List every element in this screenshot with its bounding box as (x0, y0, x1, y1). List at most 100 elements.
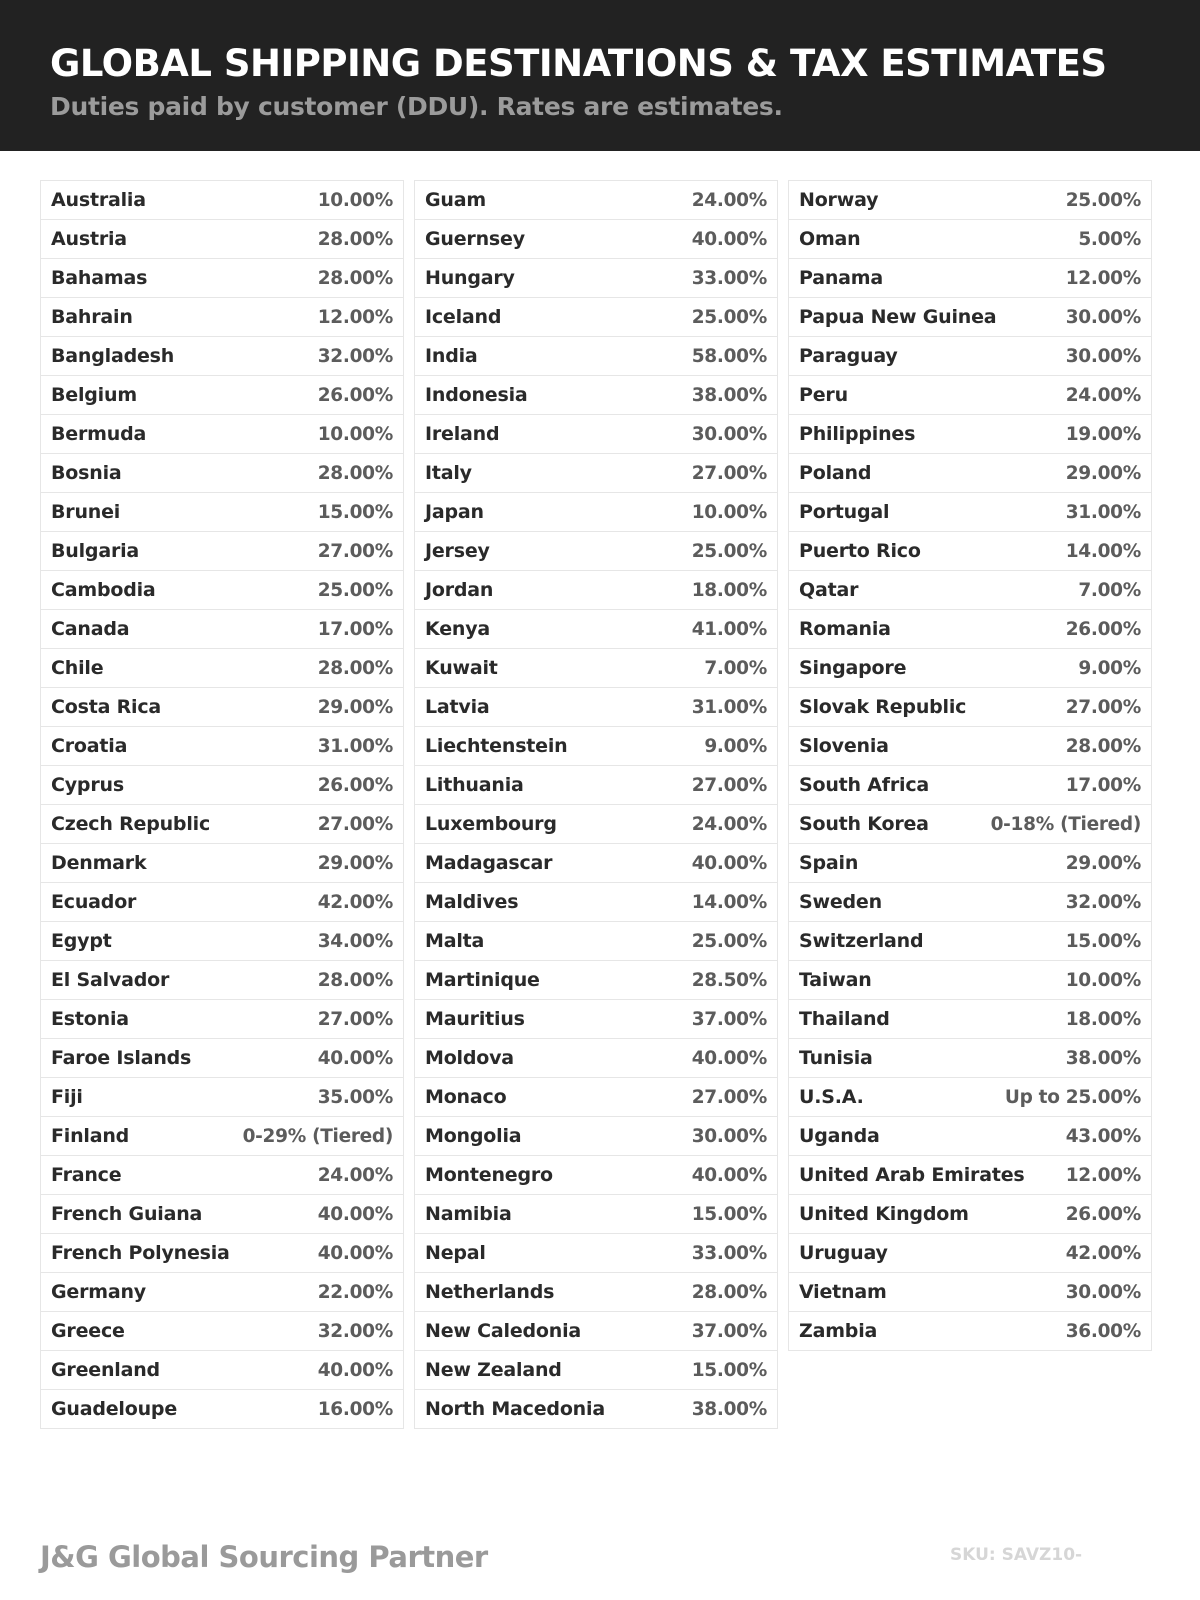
country-name: Vietnam (799, 1281, 887, 1303)
tax-rate: 40.00% (317, 1359, 394, 1381)
table-row: Peru 24.00% (789, 376, 1151, 415)
table-row: Monaco 27.00% (415, 1078, 777, 1117)
table-row: Greece 32.00% (41, 1312, 403, 1351)
table-row: Tunisia 38.00% (789, 1039, 1151, 1078)
country-name: Bangladesh (51, 345, 175, 367)
country-name: Madagascar (425, 852, 553, 874)
country-name: French Guiana (51, 1203, 203, 1225)
tax-rate: 40.00% (691, 1164, 768, 1186)
table-row: Martinique 28.50% (415, 961, 777, 1000)
table-row: Uganda 43.00% (789, 1117, 1151, 1156)
tax-rate: 30.00% (1065, 345, 1142, 367)
country-name: Thailand (799, 1008, 890, 1030)
country-name: Taiwan (799, 969, 872, 991)
tax-rate: 24.00% (317, 1164, 394, 1186)
country-name: Costa Rica (51, 696, 162, 718)
country-name: Uganda (799, 1125, 880, 1147)
table-row: Greenland 40.00% (41, 1351, 403, 1390)
country-name: Belgium (51, 384, 137, 406)
country-name: Sweden (799, 891, 882, 913)
tax-rate: 33.00% (691, 267, 768, 289)
tax-rate: 30.00% (1065, 1281, 1142, 1303)
country-name: Bahamas (51, 267, 148, 289)
tax-rate: 42.00% (317, 891, 394, 913)
tax-rate: 22.00% (317, 1281, 394, 1303)
table-row: Bahrain 12.00% (41, 298, 403, 337)
table-row: South Africa 17.00% (789, 766, 1151, 805)
tax-rate: 37.00% (691, 1008, 768, 1030)
tax-rate: 10.00% (317, 189, 394, 211)
tax-rate: 36.00% (1065, 1320, 1142, 1342)
country-name: Bulgaria (51, 540, 140, 562)
table-row: Namibia 15.00% (415, 1195, 777, 1234)
tax-rate: 28.00% (1065, 735, 1142, 757)
tax-rate: 27.00% (1065, 696, 1142, 718)
country-name: Germany (51, 1281, 146, 1303)
tax-rate: 27.00% (691, 774, 768, 796)
country-name: South Africa (799, 774, 930, 796)
tax-rate: 58.00% (691, 345, 768, 367)
tax-rate: 18.00% (691, 579, 768, 601)
table-row: Uruguay 42.00% (789, 1234, 1151, 1273)
country-name: United Kingdom (799, 1203, 969, 1225)
tax-rate: 27.00% (691, 1086, 768, 1108)
country-name: Namibia (425, 1203, 512, 1225)
country-name: Liechtenstein (425, 735, 568, 757)
country-name: U.S.A. (799, 1086, 864, 1108)
tax-rate: 29.00% (317, 852, 394, 874)
table-row: Estonia 27.00% (41, 1000, 403, 1039)
table-row: Costa Rica 29.00% (41, 688, 403, 727)
country-name: France (51, 1164, 122, 1186)
country-name: Philippines (799, 423, 916, 445)
country-name: Zambia (799, 1320, 878, 1342)
tax-rate: 35.00% (317, 1086, 394, 1108)
tax-rate: 18.00% (1065, 1008, 1142, 1030)
table-row: Papua New Guinea 30.00% (789, 298, 1151, 337)
tax-rate: 32.00% (317, 345, 394, 367)
tax-rate: 32.00% (317, 1320, 394, 1342)
country-name: Guam (425, 189, 486, 211)
country-name: Austria (51, 228, 127, 250)
country-name: Estonia (51, 1008, 129, 1030)
country-name: South Korea (799, 813, 929, 835)
country-name: Egypt (51, 930, 112, 952)
tax-rate: 31.00% (691, 696, 768, 718)
tax-rate: 29.00% (1065, 462, 1142, 484)
sku-label: SKU: SAVZ10- (950, 1545, 1083, 1565)
table-row: Taiwan 10.00% (789, 961, 1151, 1000)
country-name: Guernsey (425, 228, 525, 250)
page-subtitle: Duties paid by customer (DDU). Rates are… (50, 92, 783, 121)
tax-rate: 12.00% (1065, 1164, 1142, 1186)
tax-rate: 12.00% (317, 306, 394, 328)
country-name: Indonesia (425, 384, 528, 406)
country-name: Puerto Rico (799, 540, 921, 562)
tax-rate: 24.00% (691, 813, 768, 835)
table-row: Moldova 40.00% (415, 1039, 777, 1078)
country-name: Ecuador (51, 891, 137, 913)
tax-rate: 28.00% (317, 657, 394, 679)
table-row: North Macedonia 38.00% (415, 1390, 777, 1429)
table-row: Philippines 19.00% (789, 415, 1151, 454)
country-name: Switzerland (799, 930, 924, 952)
tax-rate: 24.00% (691, 189, 768, 211)
table-row: Indonesia 38.00% (415, 376, 777, 415)
country-name: Bermuda (51, 423, 147, 445)
table-row: Puerto Rico 14.00% (789, 532, 1151, 571)
table-row: Lithuania 27.00% (415, 766, 777, 805)
tax-rate: 25.00% (1065, 189, 1142, 211)
country-name: United Arab Emirates (799, 1164, 1025, 1186)
tax-rate: 26.00% (317, 384, 394, 406)
table-row: Zambia 36.00% (789, 1312, 1151, 1351)
tax-rate: 40.00% (317, 1242, 394, 1264)
country-name: Guadeloupe (51, 1398, 178, 1420)
country-name: Finland (51, 1125, 130, 1147)
table-row: Fiji 35.00% (41, 1078, 403, 1117)
tax-rate: 16.00% (317, 1398, 394, 1420)
table-row: Cyprus 26.00% (41, 766, 403, 805)
table-row: Slovenia 28.00% (789, 727, 1151, 766)
country-name: Chile (51, 657, 104, 679)
country-name: Romania (799, 618, 891, 640)
country-name: Brunei (51, 501, 121, 523)
table-row: Poland 29.00% (789, 454, 1151, 493)
rates-column-2: Guam 24.00% Guernsey 40.00% Hungary 33.00% Ice… (414, 180, 778, 1429)
